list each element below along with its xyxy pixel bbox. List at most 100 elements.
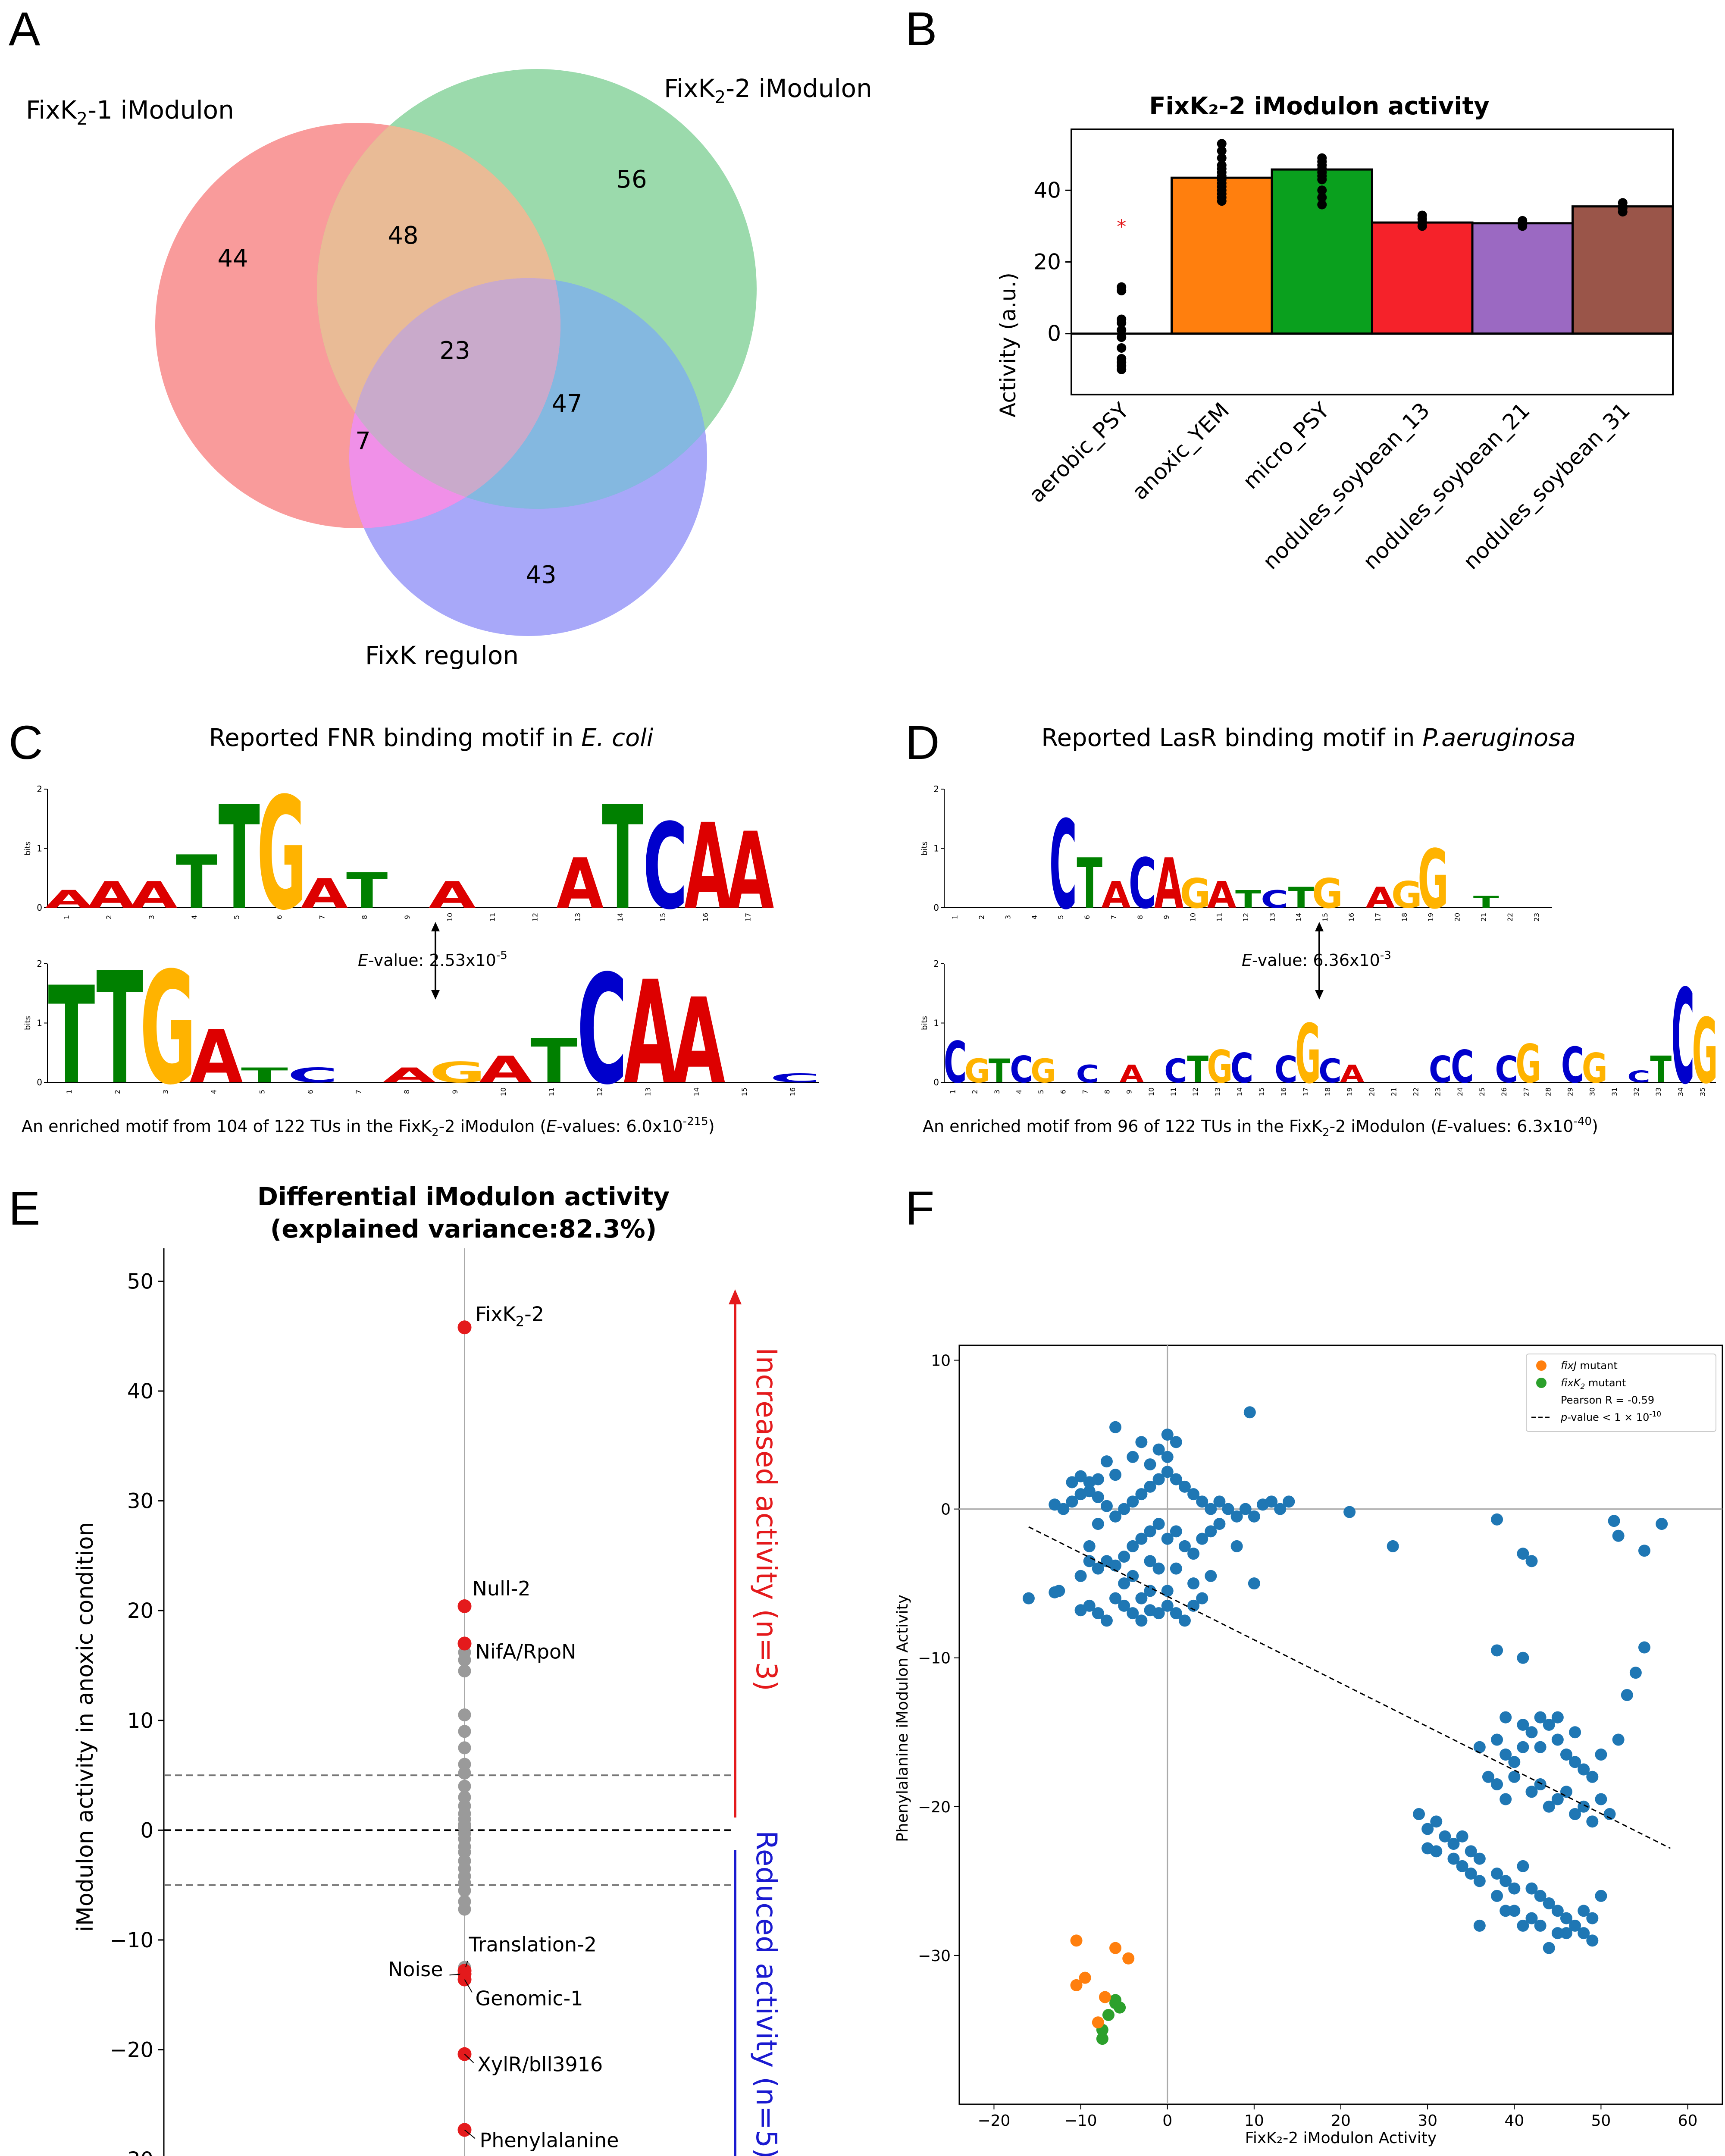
logo-position-label: 28	[1544, 1087, 1552, 1096]
point-other	[1170, 1473, 1182, 1485]
logo-position-label: 13	[1268, 913, 1276, 921]
logo-letter-G: G	[1582, 1045, 1608, 1092]
panel-letter-b: B	[905, 3, 937, 56]
point-other	[1491, 1778, 1503, 1791]
logo-position-label: 5	[1057, 915, 1065, 919]
panel-letter-c: C	[9, 716, 43, 769]
logo-position-label: 2	[977, 915, 986, 919]
point-label: Null-2	[473, 1577, 531, 1600]
point-other	[1560, 1749, 1572, 1761]
point-other	[1491, 1513, 1503, 1526]
panel-d: D Reported LasR binding motif in P.aerug…	[905, 716, 1718, 1139]
logo-position-label: 8	[1136, 915, 1144, 919]
point-other	[1578, 1763, 1590, 1776]
data-point	[1217, 139, 1227, 149]
logo-position-label: 17	[1302, 1087, 1310, 1096]
regression-line	[1028, 1526, 1671, 1849]
logo-letter-C: C	[1561, 1038, 1584, 1094]
point-other	[1074, 1470, 1087, 1482]
logo-position-label: 22	[1506, 913, 1514, 921]
logo-position-label: 16	[701, 913, 710, 921]
logo-position-label: 30	[1588, 1087, 1597, 1096]
point-label: Noise	[388, 1958, 443, 1981]
point-other	[1586, 1771, 1599, 1783]
logo-letter-C: C	[1076, 1060, 1099, 1088]
logo-position-label: 23	[1434, 1087, 1442, 1096]
logo-letter-A: A	[1119, 1060, 1144, 1088]
point-other	[1517, 1741, 1529, 1753]
chart-f-plot: −20 −10 0 10 20 30 40 50 60 −30 −20 −10 0 10	[918, 1344, 1723, 2130]
point-other	[1053, 1585, 1065, 1597]
ytick-label: 40	[127, 1379, 153, 1404]
xtick-label: 30	[1418, 2112, 1437, 2130]
logo-position-label: 1	[65, 1090, 73, 1094]
point-other	[1525, 1726, 1538, 1739]
legend-label: p-value < 1 × 10-10	[1560, 1410, 1661, 1423]
point-other	[1456, 1860, 1468, 1872]
logo-position-label: 3	[993, 1090, 1001, 1094]
point-other	[1222, 1503, 1234, 1515]
logo-letter-A: A	[130, 874, 177, 916]
ytick-label: −30	[110, 2148, 153, 2156]
logo-letter-G: G	[1207, 1041, 1233, 1093]
point-other	[1083, 1485, 1096, 1498]
point-fixK2-mutant	[1096, 2033, 1108, 2045]
legend-label: fixK2 mutant	[1561, 1377, 1626, 1391]
logo-letter-T: T	[1288, 882, 1314, 915]
venn-count-only-3: 43	[526, 561, 556, 589]
ytick-label: 40	[1033, 178, 1061, 203]
point-other	[1265, 1495, 1278, 1508]
point-other	[1421, 1823, 1434, 1835]
logo-letter-A: A	[727, 810, 774, 933]
logo-position-label: 14	[1235, 1087, 1243, 1096]
panel-c: C Reported FNR binding motif in E. coli …	[9, 716, 820, 1139]
logo-position-label: 26	[1500, 1087, 1508, 1096]
point-other	[1196, 1532, 1208, 1545]
legend-label: Pearson R = -0.59	[1561, 1394, 1654, 1406]
point-fixJ-mutant	[1122, 1952, 1135, 1965]
venn-count-1-3: 7	[355, 427, 371, 455]
xtick-label: 60	[1678, 2112, 1698, 2130]
point-other	[1543, 1719, 1555, 1731]
point-other	[1092, 1562, 1104, 1575]
logo-position-label: 19	[1346, 1087, 1354, 1096]
point-other	[1178, 1614, 1191, 1627]
logo-letter-C: C	[1495, 1049, 1518, 1091]
point-label: Phenylalanine	[480, 2128, 619, 2152]
point-other	[1144, 1458, 1156, 1471]
point-other	[1578, 1905, 1590, 1917]
panel-f: F −20 −10 0 10 20 30 40 50 60 −30 −20 −10 0 10 FixK₂-…	[894, 1182, 1723, 2147]
logo-letter-T: T	[1650, 1049, 1672, 1091]
logo-letter-A: A	[382, 1063, 436, 1087]
point-other	[1551, 1793, 1564, 1805]
logo-letter-G: G	[1180, 871, 1211, 918]
logo-ytick-label: 1	[933, 843, 939, 854]
point-other	[1205, 1570, 1217, 1582]
point-other	[1500, 1711, 1512, 1724]
point-other	[1534, 1741, 1547, 1753]
logo-letter-G: G	[429, 1056, 485, 1089]
point-other	[1525, 1882, 1538, 1895]
chart-b-ylabel: Activity (a.u.)	[996, 273, 1021, 417]
point-other	[1543, 1800, 1555, 1813]
ytick-label: 10	[931, 1352, 951, 1370]
logo-ytick-label: 1	[37, 843, 42, 854]
logo-position-label: 18	[1324, 1087, 1332, 1096]
point-other	[1608, 1515, 1620, 1527]
point-other	[1629, 1667, 1642, 1679]
xtick-label: aerobic_PSY	[1024, 398, 1134, 508]
point-other	[1100, 1455, 1113, 1468]
logo-letter-C: C	[1010, 1049, 1033, 1091]
logo-ytick-label: 0	[933, 1077, 939, 1087]
panel-a: A FixK2-1 iModulon FixK2-2 iModulon FixK…	[9, 3, 872, 670]
grey-point	[458, 1766, 471, 1780]
point-fixJ-mutant	[1070, 1934, 1083, 1947]
data-point	[1217, 153, 1227, 163]
point-other	[1578, 1800, 1590, 1813]
data-point	[1117, 318, 1127, 328]
panel-e: E Differential iModulon activity (explai…	[9, 1182, 783, 2156]
logo-position-label: 9	[451, 1090, 459, 1094]
grey-point	[458, 1780, 471, 1793]
